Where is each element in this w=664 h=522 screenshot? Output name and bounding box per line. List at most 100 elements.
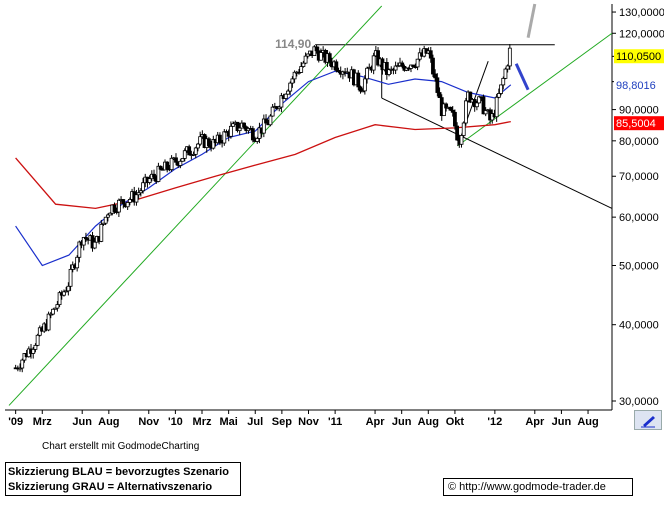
- x-tick-label: '09: [8, 416, 23, 428]
- candle-body: [231, 123, 235, 127]
- source-url[interactable]: © http://www.godmode-trader.de: [443, 478, 633, 496]
- candle-body: [384, 62, 389, 75]
- candle-body: [319, 52, 323, 61]
- candle-body: [455, 125, 460, 141]
- y-tick-label: 130,0000: [619, 7, 664, 19]
- plot-area: [5, 4, 612, 410]
- candle-body: [187, 146, 192, 156]
- candle-body: [459, 135, 464, 145]
- candle-body: [448, 106, 453, 111]
- candle-body: [433, 73, 438, 79]
- candle-body: [371, 55, 376, 71]
- candle-body: [138, 190, 143, 194]
- candle-body: [152, 173, 156, 178]
- candle-body: [270, 106, 275, 117]
- x-tick-label: Okt: [446, 416, 465, 428]
- candle-body: [395, 65, 400, 68]
- candle-body: [75, 256, 80, 269]
- candle-body: [503, 68, 508, 79]
- y-tick-label: 40,0000: [619, 320, 659, 332]
- candle-body: [57, 292, 62, 306]
- candle-body: [376, 50, 380, 66]
- candle-body: [264, 118, 268, 124]
- candle-body: [450, 109, 455, 113]
- candle-body: [312, 46, 317, 56]
- candle-body: [356, 72, 361, 88]
- candle-body: [336, 69, 341, 73]
- candle-body: [169, 157, 174, 171]
- candle-body: [235, 121, 240, 132]
- x-tick-label: Mrz: [33, 416, 52, 428]
- candle-body: [193, 147, 198, 155]
- candle-body: [255, 138, 260, 142]
- y-tick-label: 30,0000: [619, 396, 659, 408]
- candle-body: [362, 78, 367, 92]
- candle-body: [222, 131, 227, 144]
- candle-body: [286, 90, 290, 95]
- candle-body: [207, 138, 211, 147]
- candle-body: [92, 241, 97, 249]
- x-tick-label: Sep: [272, 416, 292, 428]
- candle-body: [411, 64, 416, 68]
- candle-body: [211, 139, 216, 149]
- x-tick-label: Mai: [219, 416, 237, 428]
- candle-body: [444, 103, 449, 109]
- x-tick-label: Jun: [552, 416, 572, 428]
- scenario-legend: Skizzierung BLAU = bevorzugtes Szenario …: [5, 462, 241, 496]
- x-tick-label: Nov: [298, 416, 320, 428]
- candle-body: [46, 313, 51, 331]
- candle-body: [442, 103, 446, 117]
- candle-body: [84, 237, 88, 240]
- x-tick-label: Nov: [138, 416, 160, 428]
- x-tick-label: '10: [168, 416, 183, 428]
- candle-body: [261, 118, 266, 134]
- candle-body: [31, 348, 36, 354]
- candle-body: [125, 202, 130, 208]
- candle-body: [428, 50, 433, 59]
- candle-body: [64, 290, 69, 293]
- candle-body: [141, 182, 145, 192]
- candle-body: [365, 67, 369, 80]
- candle-body: [174, 157, 178, 163]
- candle-body: [477, 96, 481, 104]
- candle-body: [314, 46, 319, 52]
- scenario-blue-path: [514, 63, 530, 91]
- candle-body: [505, 65, 510, 70]
- candle-body: [496, 93, 501, 98]
- x-tick-label: Jun: [392, 416, 412, 428]
- value-badge-label: 85,5004: [616, 118, 656, 130]
- x-tick-label: Mrz: [193, 416, 212, 428]
- chart-tool-button[interactable]: [634, 410, 662, 430]
- candle-body: [400, 62, 405, 67]
- candle-body: [218, 134, 222, 143]
- value-badge: [614, 116, 664, 131]
- candle-body: [453, 111, 457, 127]
- candle-body: [196, 143, 200, 149]
- value-badge-label: 98,8016: [616, 80, 656, 92]
- candle-body: [268, 115, 273, 126]
- candle-body: [35, 334, 40, 346]
- candle-body: [108, 212, 112, 216]
- candle-body: [53, 307, 58, 310]
- scenario-grey-path: [526, 3, 537, 38]
- candle-body: [507, 47, 512, 67]
- candle-body: [48, 313, 53, 316]
- trendline-trend_down: [381, 97, 613, 209]
- candle-body: [191, 153, 196, 156]
- candle-body: [66, 285, 71, 292]
- candle-body: [483, 110, 488, 115]
- candle-body: [437, 92, 442, 99]
- candle-body: [327, 53, 332, 63]
- candle-body: [112, 204, 117, 212]
- candle-body: [468, 91, 473, 103]
- candle-body: [250, 128, 255, 141]
- x-tick-label: Apr: [366, 416, 386, 428]
- candle-body: [127, 199, 132, 203]
- y-tick-label: 50,0000: [619, 261, 659, 273]
- candle-body: [288, 82, 293, 92]
- candle-body: [116, 199, 121, 213]
- y-tick-label: 120,0000: [619, 28, 664, 40]
- x-tick-label: Aug: [98, 416, 119, 428]
- candle-body: [51, 308, 55, 315]
- candle-body: [358, 86, 363, 92]
